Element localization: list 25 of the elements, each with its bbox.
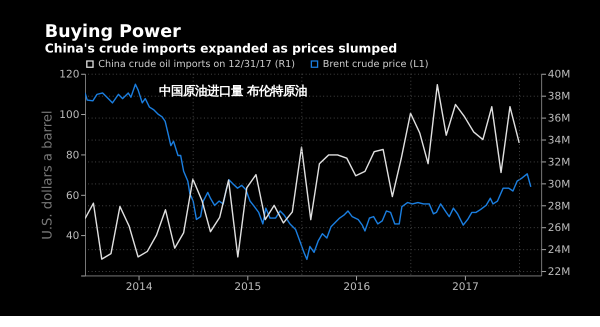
y2-tick-label: 30M xyxy=(548,178,570,190)
y2-tick-label: 26M xyxy=(548,222,570,234)
legend-label: Brent crude price (L1) xyxy=(322,58,428,70)
y-tick-label: 60 xyxy=(66,190,80,202)
y2-tick-label: 28M xyxy=(548,200,570,212)
y2-tick-label: 22M xyxy=(548,266,570,278)
x-tick-label: 2015 xyxy=(234,281,262,294)
y2-tick-label: 24M xyxy=(548,244,570,256)
y-tick-label: 80 xyxy=(66,149,80,162)
x-tick-label: 2014 xyxy=(126,281,153,294)
chart-title: Buying Power xyxy=(44,22,182,42)
y2-tick-label: 38M xyxy=(548,90,570,103)
y2-tick-label: 34M xyxy=(548,134,570,147)
y-tick-label: 100 xyxy=(59,109,80,122)
y2-tick-label: 32M xyxy=(548,156,570,168)
chart-subtitle: China's crude imports expanded as prices slumped xyxy=(44,42,398,56)
y2-tick-label: 36M xyxy=(548,112,570,125)
annotation: 中国原油进口量 布伦特原油 xyxy=(158,84,308,98)
x-tick-label: 2016 xyxy=(343,281,370,294)
y-tick-label: 120 xyxy=(59,68,80,81)
y2-tick-label: 40M xyxy=(548,68,570,81)
x-tick-label: 2017 xyxy=(452,281,479,294)
y-tick-label: 40 xyxy=(66,230,80,242)
legend-label: China crude oil imports on 12/31/17 (R1) xyxy=(98,58,296,70)
y-axis-title: U.S. dollars a barrel xyxy=(40,110,56,240)
